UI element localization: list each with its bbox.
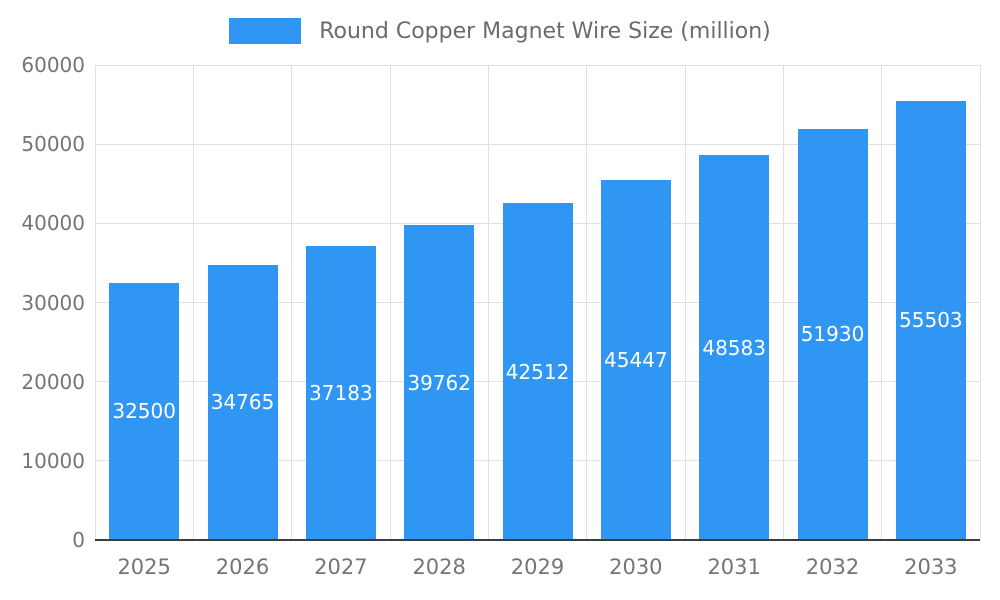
gridline-horizontal <box>95 143 980 145</box>
x-axis-tick-label: 2033 <box>904 555 958 579</box>
bar: 48583 <box>699 155 770 540</box>
bar-value-label: 37183 <box>309 380 373 405</box>
x-axis-tick-label: 2031 <box>707 555 761 579</box>
x-axis-tick-label: 2026 <box>215 555 270 579</box>
x-axis-tick-label: 2028 <box>412 555 466 579</box>
gridline-vertical <box>782 65 784 540</box>
x-axis-tick-label: 2025 <box>117 555 171 579</box>
bar-value-label: 55503 <box>899 308 963 333</box>
y-axis-tick-label: 30000 <box>21 290 85 315</box>
gridline-vertical <box>192 65 194 540</box>
gridline-horizontal <box>95 64 980 66</box>
bar: 42512 <box>502 203 573 540</box>
bar: 39762 <box>404 225 475 540</box>
y-axis-tick-label: 60000 <box>21 53 85 77</box>
bar: 51930 <box>797 128 868 540</box>
bar: 55503 <box>895 100 966 540</box>
bar-value-label: 51930 <box>800 322 865 347</box>
plot-area: 0 10000 20000 30000 40000 50000 60000 32500 2025… <box>21 53 981 579</box>
gridline-vertical <box>684 65 686 540</box>
x-axis-tick-label: 2027 <box>314 555 368 579</box>
bar-value-label: 42512 <box>505 359 570 384</box>
bar-value-label: 39762 <box>407 370 471 395</box>
x-axis-tick-label: 2029 <box>510 555 565 579</box>
y-axis-tick-label: 0 <box>72 528 85 552</box>
x-axis-baseline <box>95 539 980 541</box>
bar-value-label: 48583 <box>702 335 766 360</box>
bar: 32500 <box>109 282 180 540</box>
y-axis-tick-label: 40000 <box>21 211 85 236</box>
bar: 34765 <box>207 264 278 540</box>
gridline-vertical <box>94 65 96 540</box>
bar: 45447 <box>600 180 671 540</box>
y-axis-tick-label: 50000 <box>21 132 85 157</box>
bar-value-label: 45447 <box>604 348 668 373</box>
x-axis-tick-label: 2030 <box>609 555 663 579</box>
gridline-vertical <box>389 65 391 540</box>
legend-label: Round Copper Magnet Wire Size (million) <box>319 18 771 44</box>
gridline-vertical <box>487 65 489 540</box>
x-axis-tick-label: 2032 <box>805 555 860 579</box>
bar-value-label: 32500 <box>112 399 176 424</box>
y-axis-tick-label: 10000 <box>21 448 85 473</box>
gridline-vertical <box>881 65 883 540</box>
gridline-vertical <box>291 65 293 540</box>
bar-value-label: 34765 <box>210 390 275 415</box>
bar: 37183 <box>305 245 376 540</box>
legend-swatch <box>229 18 302 44</box>
gridline-vertical <box>586 65 588 540</box>
legend: Round Copper Magnet Wire Size (million) <box>0 18 1000 44</box>
y-axis-tick-label: 20000 <box>21 369 85 394</box>
gridline-vertical <box>979 65 981 540</box>
